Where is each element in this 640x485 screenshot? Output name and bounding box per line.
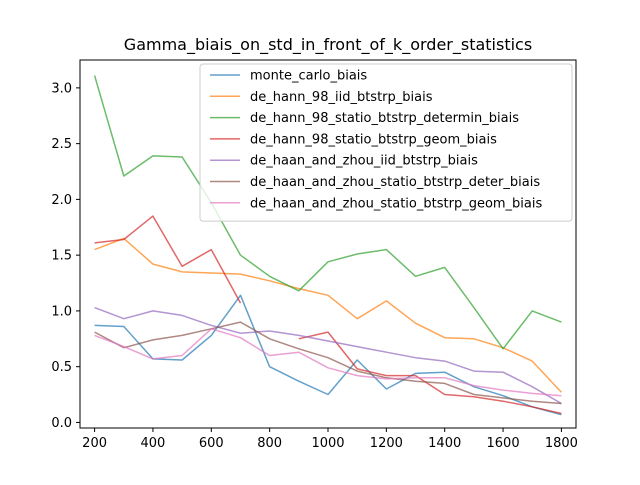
x-tick-label: 200 [82, 436, 107, 451]
y-tick-label: 1.5 [51, 249, 72, 264]
x-tick-label: 600 [199, 436, 224, 451]
x-tick-label: 1400 [428, 436, 461, 451]
series-line-de_haan_and_zhou_statio_btstrp_geom_biais [94, 328, 562, 397]
series-de_hann_98_iid_btstrp_biais [94, 237, 562, 393]
x-tick-label: 800 [257, 436, 282, 451]
series-de_hann_98_statio_btstrp_determin_biais [93, 75, 562, 350]
legend-label-de_hann_98_iid_btstrp_biais: de_hann_98_iid_btstrp_biais [250, 90, 433, 105]
series-de_haan_and_zhou_statio_btstrp_deter_biais [94, 321, 562, 405]
series-line-monte_carlo_biais [94, 294, 562, 416]
series-de_hann_98_statio_btstrp_geom_biais [94, 215, 562, 415]
legend-label-de_haan_and_zhou_statio_btstrp_deter_biais: de_haan_and_zhou_statio_btstrp_deter_bia… [250, 175, 540, 190]
series-line-de_hann_98_iid_btstrp_biais [94, 237, 562, 393]
plot-area [93, 75, 562, 416]
series-line-de_hann_98_statio_btstrp_determin_biais [93, 75, 562, 350]
legend-box [199, 63, 573, 222]
y-tick-label: 2.5 [51, 137, 72, 152]
legend-label-monte_carlo_biais: monte_carlo_biais [250, 69, 367, 84]
y-tick-label: 3.0 [51, 81, 72, 96]
x-tick-label: 1800 [545, 436, 578, 451]
legend-label-de_haan_and_zhou_statio_btstrp_geom_biais: de_haan_and_zhou_statio_btstrp_geom_biai… [250, 196, 542, 211]
x-tick-label: 1000 [311, 436, 344, 451]
series-line-de_hann_98_statio_btstrp_geom_biais-segment-0 [94, 215, 242, 304]
series-monte_carlo_biais [94, 294, 562, 416]
x-tick-label: 1200 [370, 436, 403, 451]
y-tick-label: 0.0 [51, 416, 72, 431]
chart-title: Gamma_biais_on_std_in_front_of_k_order_s… [124, 35, 532, 55]
series-de_haan_and_zhou_iid_btstrp_biais [94, 306, 562, 405]
legend-label-de_hann_98_statio_btstrp_geom_biais: de_hann_98_statio_btstrp_geom_biais [250, 132, 497, 147]
series-line-de_haan_and_zhou_statio_btstrp_deter_biais [94, 321, 562, 405]
axes: 200 400 600 800 1000 1200 1400 1600 1800 0.0 0.5 1.… [51, 59, 578, 451]
y-tick-label: 2.0 [51, 193, 72, 208]
series-line-de_hann_98_statio_btstrp_geom_biais-segment-1 [298, 331, 562, 415]
series-de_haan_and_zhou_statio_btstrp_geom_biais [94, 328, 562, 397]
series-line-de_haan_and_zhou_iid_btstrp_biais [94, 306, 562, 405]
legend: monte_carlo_biais de_hann_98_iid_btstrp_b… [199, 63, 573, 222]
y-tick-label: 0.5 [51, 360, 72, 375]
legend-label-de_haan_and_zhou_iid_btstrp_biais: de_haan_and_zhou_iid_btstrp_biais [250, 154, 478, 169]
x-tick-label: 1600 [487, 436, 520, 451]
y-tick-label: 1.0 [51, 304, 72, 319]
legend-label-de_hann_98_statio_btstrp_determin_biais: de_hann_98_statio_btstrp_determin_biais [250, 111, 519, 126]
x-tick-label: 400 [141, 436, 166, 451]
